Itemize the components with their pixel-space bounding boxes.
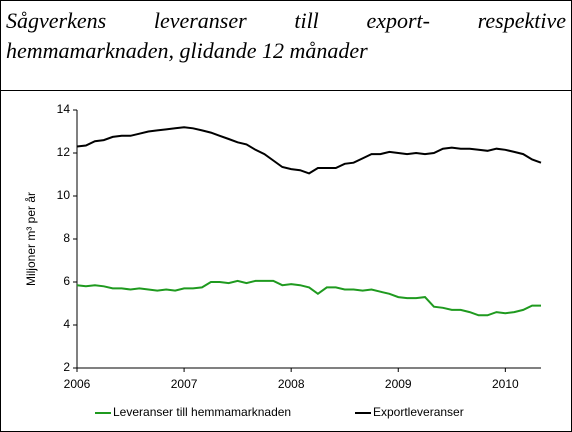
legend-label: Exportleveranser (373, 405, 464, 419)
y-tick-label: 10 (57, 188, 71, 202)
chart-title: Sågverkens leveranser till export- respe… (6, 8, 566, 63)
y-tick-label: 4 (63, 317, 70, 331)
x-tick-label: 2010 (492, 377, 519, 391)
series-line (76, 126, 542, 175)
y-tick-label: 6 (63, 274, 70, 288)
x-tick-label: 2007 (171, 377, 198, 391)
x-tick-label: 2006 (64, 377, 91, 391)
legend-label: Leveranser till hemmamarknaden (113, 405, 291, 419)
y-tick-label: 2 (63, 360, 70, 374)
y-tick-label: 12 (57, 145, 71, 159)
y-axis-label: Miljoner m³ per år (24, 192, 38, 286)
y-tick-label: 14 (57, 102, 71, 116)
y-tick-label: 8 (63, 231, 70, 245)
x-tick-label: 2009 (385, 377, 412, 391)
x-tick-label: 2008 (278, 377, 305, 391)
series-line (76, 279, 541, 317)
